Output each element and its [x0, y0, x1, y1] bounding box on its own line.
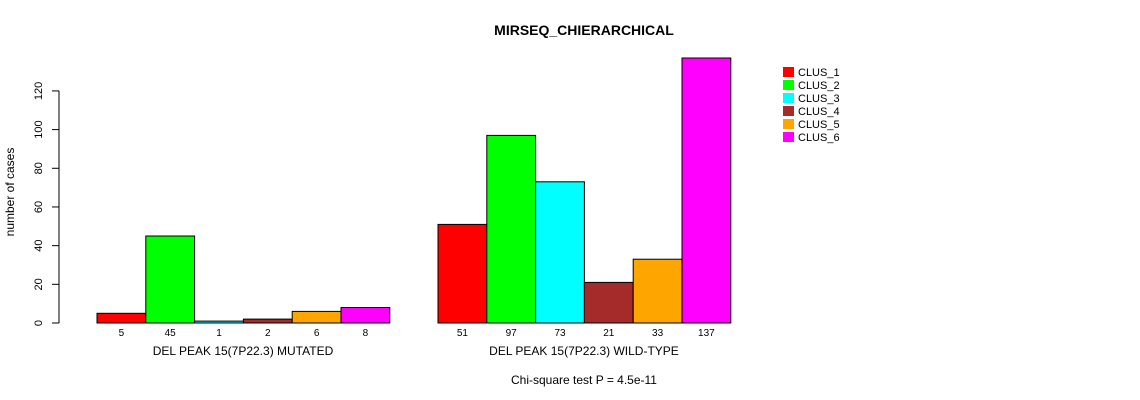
bar-value-label: 8 — [363, 328, 369, 339]
bar-value-labels: 5 45 1 2 6 8 51 97 73 21 33 137 — [119, 328, 716, 339]
bar-value-label: 2 — [265, 328, 271, 339]
bar-wild-type-clus-6 — [681, 57, 732, 324]
bar-value-label: 5 — [119, 328, 125, 339]
bar-value-label: 51 — [457, 328, 469, 339]
legend-swatch-clus-6 — [783, 132, 794, 142]
legend-swatch-clus-1 — [783, 67, 794, 77]
bar-value-label: 21 — [603, 328, 615, 339]
legend-swatch-clus-2 — [783, 80, 794, 90]
y-tick-label: 40 — [33, 240, 45, 252]
bar-value-label: 137 — [698, 328, 715, 339]
bar-value-label: 1 — [216, 328, 222, 339]
y-tick-label: 0 — [33, 320, 45, 326]
y-axis: 0 20 40 60 80 100 120 — [33, 82, 60, 326]
bar-wild-type-clus-3 — [535, 181, 585, 324]
y-tick-label: 60 — [33, 201, 45, 213]
chart-title: MIRSEQ_CHIERARCHICAL — [494, 22, 674, 38]
legend-swatch-clus-5 — [783, 119, 794, 129]
bar-wild-type-clus-2 — [486, 134, 537, 324]
chi-square-footnote: Chi-square test P = 4.5e-11 — [511, 373, 657, 387]
bar-mutated-clus-5 — [291, 310, 342, 324]
bar-value-label: 6 — [314, 328, 320, 339]
legend-swatch-clus-3 — [783, 93, 794, 103]
legend-label: CLUS_3 — [798, 93, 840, 105]
bars — [96, 57, 732, 324]
legend-label: CLUS_4 — [798, 106, 840, 118]
bar-wild-type-clus-1 — [437, 223, 488, 324]
bar-mutated-clus-4 — [242, 318, 293, 324]
legend-label: CLUS_6 — [798, 132, 840, 144]
legend-label: CLUS_5 — [798, 119, 840, 131]
group-label-mutated: DEL PEAK 15(7P22.3) MUTATED — [153, 344, 334, 358]
group-label-wild-type: DEL PEAK 15(7P22.3) WILD-TYPE — [489, 344, 679, 358]
legend-label: CLUS_2 — [798, 80, 840, 92]
bar-wild-type-clus-5 — [632, 258, 683, 324]
bar-wild-type-clus-4 — [583, 281, 634, 324]
bar-value-label: 73 — [554, 328, 566, 339]
bar-value-label: 97 — [506, 328, 518, 339]
y-axis-title: number of cases — [3, 148, 17, 237]
y-tick-label: 80 — [33, 162, 45, 174]
y-tick-label: 120 — [33, 82, 45, 100]
bar-mutated-clus-6 — [340, 307, 391, 324]
y-tick-label: 20 — [33, 278, 45, 290]
bar-mutated-clus-3 — [194, 320, 244, 324]
bar-mutated-clus-2 — [145, 235, 196, 324]
bar-value-label: 45 — [165, 328, 177, 339]
bar-value-label: 33 — [652, 328, 664, 339]
legend-swatch-clus-4 — [783, 106, 794, 116]
y-tick-label: 100 — [33, 120, 45, 138]
legend-label: CLUS_1 — [798, 67, 840, 79]
bar-mutated-clus-1 — [96, 312, 147, 324]
